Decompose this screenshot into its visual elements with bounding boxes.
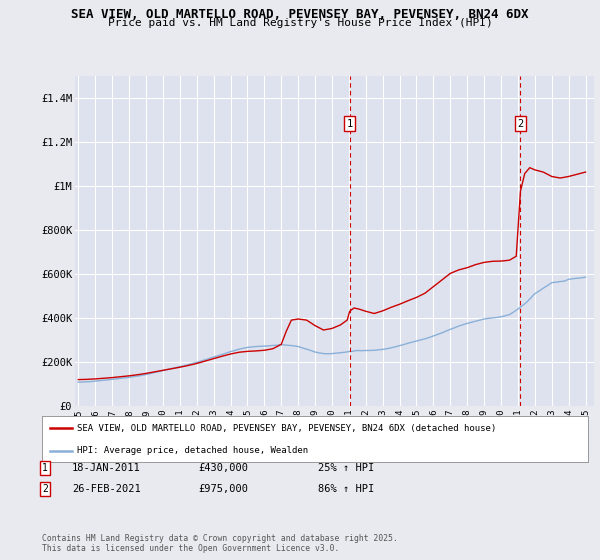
- Text: 1: 1: [347, 119, 353, 128]
- Text: Contains HM Land Registry data © Crown copyright and database right 2025.
This d: Contains HM Land Registry data © Crown c…: [42, 534, 398, 553]
- Text: 86% ↑ HPI: 86% ↑ HPI: [318, 484, 374, 494]
- Text: 25% ↑ HPI: 25% ↑ HPI: [318, 463, 374, 473]
- Text: 1: 1: [42, 463, 48, 473]
- Text: 2: 2: [517, 119, 524, 128]
- Text: £430,000: £430,000: [198, 463, 248, 473]
- Text: 26-FEB-2021: 26-FEB-2021: [72, 484, 141, 494]
- Text: SEA VIEW, OLD MARTELLO ROAD, PEVENSEY BAY, PEVENSEY, BN24 6DX: SEA VIEW, OLD MARTELLO ROAD, PEVENSEY BA…: [71, 8, 529, 21]
- Text: SEA VIEW, OLD MARTELLO ROAD, PEVENSEY BAY, PEVENSEY, BN24 6DX (detached house): SEA VIEW, OLD MARTELLO ROAD, PEVENSEY BA…: [77, 424, 497, 433]
- Text: 2: 2: [42, 484, 48, 494]
- Text: £975,000: £975,000: [198, 484, 248, 494]
- Text: Price paid vs. HM Land Registry's House Price Index (HPI): Price paid vs. HM Land Registry's House …: [107, 18, 493, 29]
- Text: HPI: Average price, detached house, Wealden: HPI: Average price, detached house, Weal…: [77, 446, 308, 455]
- Text: 18-JAN-2011: 18-JAN-2011: [72, 463, 141, 473]
